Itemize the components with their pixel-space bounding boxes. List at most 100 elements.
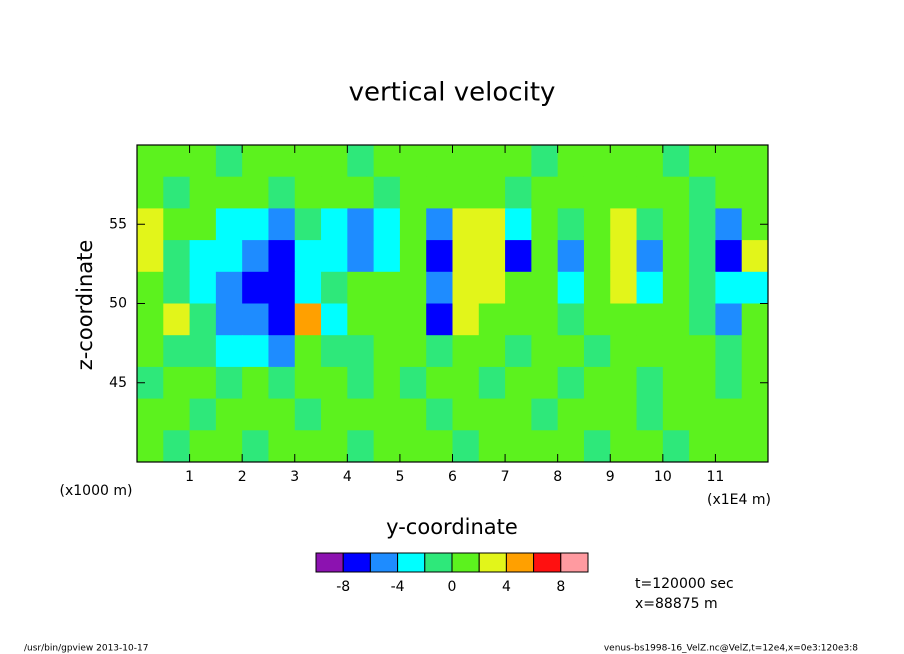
contour-cell: [636, 145, 664, 178]
contour-cell: [478, 366, 506, 400]
colorbar-label: -8: [336, 579, 350, 595]
contour-cell: [242, 271, 269, 304]
contour-cell: [373, 271, 401, 304]
contour-cell: [478, 145, 506, 178]
colorbar-box: [342, 552, 371, 573]
contour-cell: [452, 176, 480, 209]
contour-cell: [215, 366, 243, 400]
contour-cell: [268, 240, 296, 273]
contour-cell: [741, 398, 769, 431]
contour-cell: [215, 303, 243, 336]
contour-cell: [373, 335, 401, 368]
contour-cell: [715, 335, 743, 368]
contour-cell: [426, 398, 453, 431]
contour-cell: [347, 240, 375, 273]
colorbar-box: [451, 552, 480, 573]
contour-cell: [505, 176, 532, 209]
contour-cell: [662, 145, 690, 178]
contour-cell: [715, 240, 743, 273]
contour-cell: [373, 145, 401, 178]
contour-cell: [163, 398, 191, 431]
x-axis-label: y-coordinate: [386, 515, 518, 539]
contour-cell: [662, 176, 690, 209]
contour-cell: [689, 366, 716, 400]
contour-cell: [531, 145, 559, 178]
contour-cell: [399, 335, 427, 368]
contour-cell: [242, 240, 269, 273]
contour-cell: [610, 366, 638, 400]
contour-cell: [505, 145, 532, 178]
contour-cell: [478, 176, 506, 209]
contour-cell: [426, 240, 453, 273]
x-tick-label: 11: [707, 469, 725, 485]
footer: /usr/bin/gpview 2013-10-17: [24, 644, 148, 654]
contour-cell: [163, 366, 191, 400]
contour-cell: [268, 303, 296, 336]
contour-cell: [741, 176, 769, 209]
contour-cell: [557, 430, 585, 463]
contour-cell: [373, 430, 401, 463]
contour-cell: [583, 271, 611, 304]
contour-cell: [347, 303, 375, 336]
x-unit: (x1E4 m): [707, 492, 771, 508]
contour-cell: [189, 398, 217, 431]
contour-cell: [636, 240, 664, 273]
contour-cell: [583, 176, 611, 209]
contour-cell: [583, 303, 611, 336]
contour-cell: [741, 303, 769, 336]
contour-cell: [557, 145, 585, 178]
contour-cell: [321, 366, 348, 400]
contour-cell: [399, 430, 427, 463]
contour-cell: [557, 208, 585, 241]
contour-cell: [452, 335, 480, 368]
contour-cell: [189, 240, 217, 273]
colorbar-box: [505, 552, 535, 573]
contour-cell: [531, 303, 559, 336]
contour-cell: [610, 303, 638, 336]
contour-cell: [610, 145, 638, 178]
contour-cell: [137, 176, 164, 209]
contour-cell: [294, 430, 322, 463]
contour-cell: [399, 271, 427, 304]
contour-cell: [689, 398, 716, 431]
contour-cell: [215, 208, 243, 241]
contour-cell: [294, 145, 322, 178]
contour-cell: [452, 145, 480, 178]
contour-cell: [347, 335, 375, 368]
contour-cell: [557, 271, 585, 304]
contour-cell: [689, 145, 716, 178]
contour-cell: [610, 271, 638, 304]
contour-cell: [452, 366, 480, 400]
contour-cell: [215, 430, 243, 463]
contour-cell: [478, 303, 506, 336]
contour-cell: [636, 271, 664, 304]
contour-cell: [741, 145, 769, 178]
contour-cell: [268, 430, 296, 463]
contour-cell: [373, 366, 401, 400]
contour-cell: [373, 208, 401, 241]
contour-cell: [321, 240, 348, 273]
contour-cell: [715, 366, 743, 400]
contour-cell: [321, 303, 348, 336]
contour-cell: [505, 430, 532, 463]
x-tick-label: 6: [448, 469, 457, 485]
contour-cell: [715, 303, 743, 336]
contour-cell: [215, 176, 243, 209]
contour-cell: [452, 271, 480, 304]
contour-cell: [426, 335, 453, 368]
contour-cell: [242, 335, 269, 368]
contour-cell: [610, 398, 638, 431]
contour-cell: [347, 176, 375, 209]
contour-cell: [163, 240, 191, 273]
contour-cell: [662, 271, 690, 304]
contour-cell: [531, 430, 559, 463]
contour-cell: [662, 398, 690, 431]
contour-cell: [715, 145, 743, 178]
contour-cell: [426, 430, 453, 463]
contour-cell: [294, 398, 322, 431]
contour-cell: [373, 240, 401, 273]
contour-cell: [531, 240, 559, 273]
contour-cell: [557, 335, 585, 368]
colorbar-box: [533, 552, 562, 573]
